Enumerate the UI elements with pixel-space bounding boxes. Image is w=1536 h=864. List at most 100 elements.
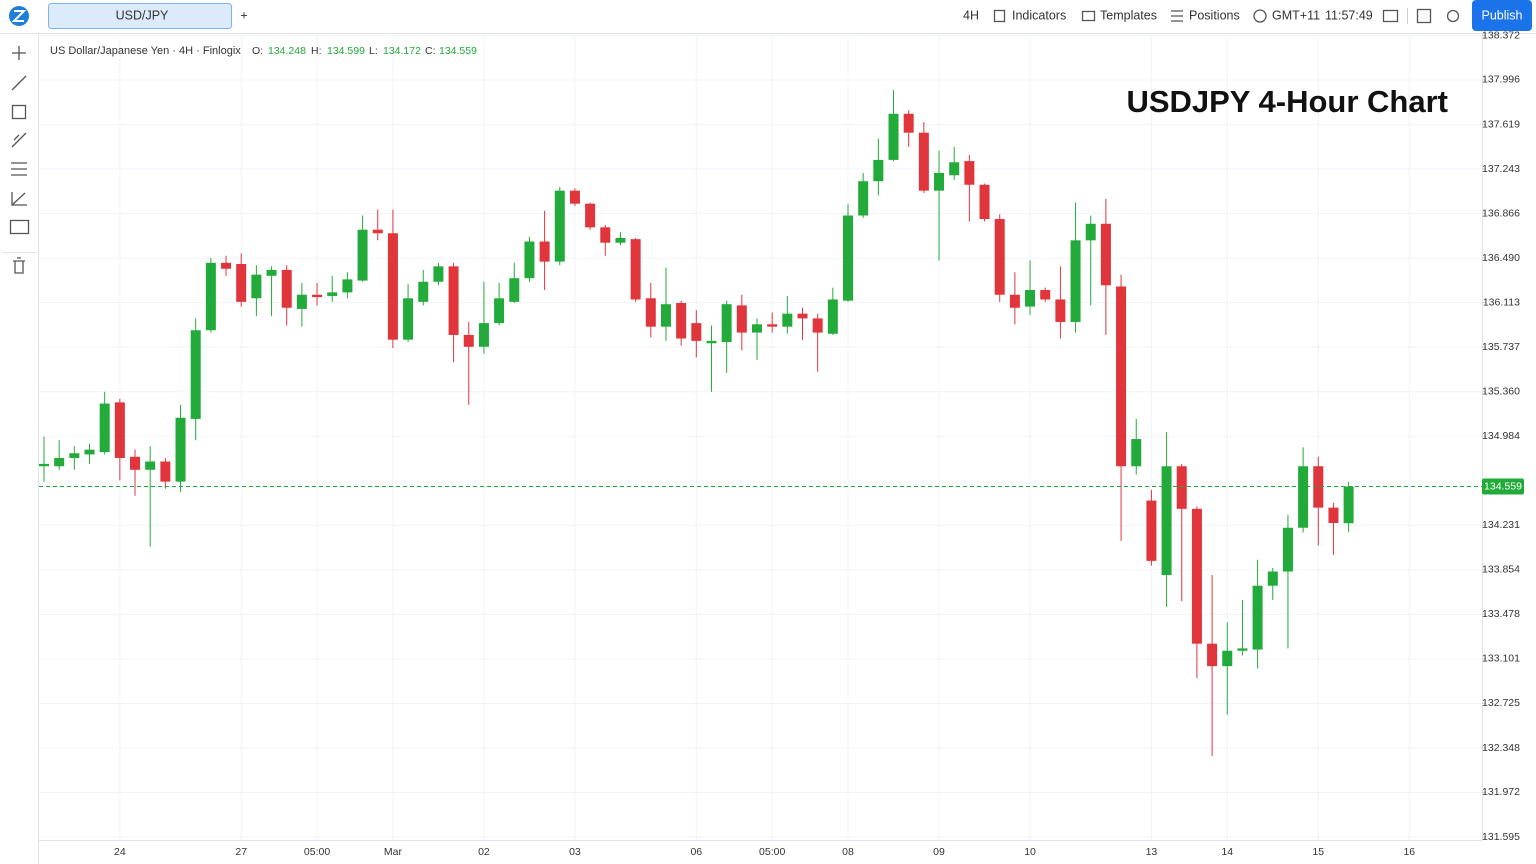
candle-body (1222, 650, 1233, 667)
rectangle-tool[interactable] (11, 104, 27, 120)
candle-body (539, 241, 550, 262)
symbol-tab-label: USD/JPY (116, 8, 169, 22)
candle-body (827, 299, 838, 334)
candle-body (130, 456, 141, 470)
chart-title: USDJPY 4-Hour Chart (1126, 84, 1448, 119)
candle-body (160, 461, 171, 482)
crosshair-tool[interactable] (12, 46, 26, 60)
candle-body (1237, 648, 1248, 651)
candle-body (251, 274, 262, 299)
ohlc-value: 134.248 (268, 45, 306, 57)
candle-body (312, 294, 323, 298)
candle-body (554, 190, 565, 262)
gann-tool[interactable] (11, 192, 27, 206)
text-tool[interactable] (9, 219, 30, 235)
candle-body (751, 324, 762, 333)
settings-icon[interactable] (1446, 9, 1460, 23)
candle-body (1009, 294, 1020, 308)
x-tick-label: 03 (569, 846, 581, 858)
candle-body (1207, 643, 1218, 667)
candle-body (221, 262, 232, 269)
x-tick-label: 13 (1146, 846, 1158, 858)
candle-body (494, 298, 505, 324)
y-tick-label: 131.972 (1482, 786, 1520, 798)
y-tick-label: 132.348 (1482, 742, 1520, 754)
x-tick-label: 24 (114, 846, 126, 858)
y-tick-label: 135.360 (1482, 386, 1520, 398)
candle-body (979, 184, 990, 220)
y-tick-label: 135.737 (1482, 341, 1520, 353)
candle-body (509, 278, 520, 302)
candle-body (1191, 508, 1202, 644)
candle-body (1252, 585, 1263, 650)
candle-body (873, 159, 884, 182)
candle-body (114, 402, 125, 458)
screenshot-icon[interactable] (1382, 9, 1399, 23)
add-tab[interactable]: + (240, 8, 247, 22)
grid: 138.372 137.996 137.619 137.243 136.866 136.4… (39, 29, 1520, 858)
symbol-tab[interactable] (48, 3, 232, 29)
y-tick-label: 133.854 (1482, 564, 1520, 576)
candle-body (1146, 500, 1157, 561)
x-tick-label: 16 (1403, 846, 1415, 858)
candle-body (1055, 299, 1066, 322)
delete-tool[interactable] (13, 257, 25, 274)
overlay: 134.559 (39, 478, 1524, 495)
candle-body (296, 294, 307, 309)
y-tick-label: 132.725 (1482, 697, 1520, 709)
y-tick-label: 136.113 (1483, 296, 1520, 308)
candle-body (478, 323, 489, 347)
y-tick-label: 133.101 (1482, 653, 1520, 665)
indicators-button[interactable]: Indicators (1012, 8, 1066, 22)
price-tag-label: 134.559 (1484, 480, 1522, 492)
candle-body (949, 162, 960, 176)
templates-button[interactable]: Templates (1100, 8, 1157, 22)
candle-body (964, 161, 975, 185)
candle-body (903, 113, 914, 133)
x-tick-label: 05:00 (759, 846, 785, 858)
y-tick-label: 131.595 (1482, 831, 1520, 843)
publish-label: Publish (1482, 8, 1523, 22)
candle-body (266, 269, 277, 276)
candle-body (524, 241, 535, 279)
publish-button[interactable] (1472, 0, 1532, 31)
x-tick-label: Mar (384, 846, 403, 858)
y-tick-label: 137.619 (1482, 118, 1520, 130)
y-tick-label: 134.231 (1482, 519, 1520, 531)
candle-body (888, 113, 899, 160)
candle-body (145, 461, 156, 470)
positions-button[interactable]: Positions (1189, 8, 1240, 22)
ohlc-value: 134.172 (383, 45, 421, 57)
candle-body (1313, 466, 1324, 508)
y-tick-label: 136.866 (1482, 207, 1520, 219)
interval[interactable]: 4H (963, 8, 979, 22)
candle-body (448, 266, 459, 335)
candle-body (812, 318, 823, 333)
candle-body (615, 237, 626, 243)
channel-tool[interactable] (11, 132, 27, 148)
y-tick-label: 136.490 (1482, 252, 1520, 264)
candle-body (39, 463, 49, 467)
x-tick-label: 06 (690, 846, 702, 858)
y-tick-label: 137.243 (1482, 163, 1520, 175)
layout-icon[interactable] (1416, 8, 1432, 24)
x-tick-label: 02 (478, 846, 490, 858)
candle-body (736, 305, 747, 333)
trendline-tool[interactable] (11, 75, 27, 91)
fib-tool[interactable] (11, 162, 27, 176)
templates-icon (1081, 10, 1096, 22)
candle-body (676, 303, 687, 339)
timezone[interactable]: GMT+11 (1272, 8, 1320, 22)
candle-body (403, 298, 414, 340)
candle-body (1176, 466, 1187, 509)
symbol-label: US Dollar/Japanese Yen · 4H · Finlogix (50, 45, 241, 57)
candle-body (281, 269, 292, 308)
candle-body (1343, 486, 1354, 524)
x-tick-label: 08 (842, 846, 854, 858)
globe-icon (1253, 9, 1267, 23)
candle-body (357, 229, 368, 281)
price-tag (1482, 478, 1524, 495)
candle-body (1040, 290, 1051, 300)
candle-body (372, 229, 383, 234)
candle-body (1328, 507, 1339, 524)
